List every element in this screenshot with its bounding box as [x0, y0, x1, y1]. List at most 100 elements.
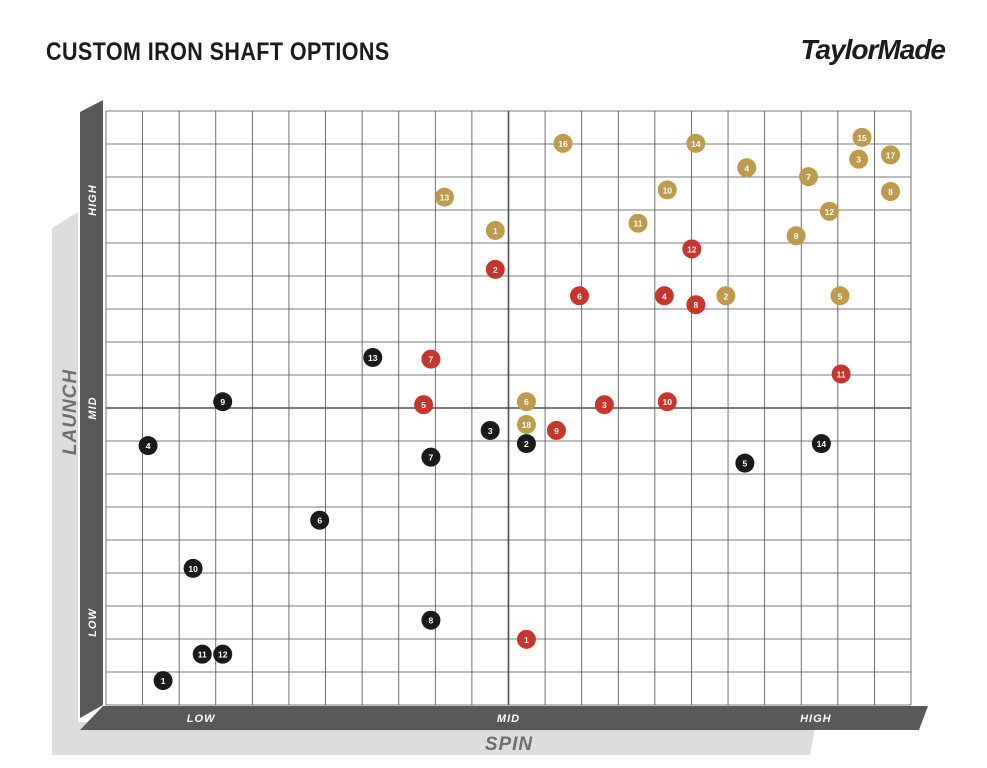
- gold-shaft-marker-5: 5: [830, 286, 850, 306]
- marker-label: 7: [806, 172, 811, 182]
- marker-label: 11: [837, 370, 846, 380]
- x-axis-bar: [80, 706, 928, 730]
- gold-shaft-marker-13: 13: [434, 187, 454, 207]
- gold-shaft-marker-7: 7: [799, 167, 819, 187]
- marker-label: 16: [558, 139, 568, 149]
- marker-circle: [852, 127, 872, 147]
- red-shaft-marker-2: 2: [485, 259, 505, 279]
- gold-shaft-marker-3: 3: [849, 149, 869, 169]
- gold-shaft-marker-12: 12: [819, 201, 839, 221]
- gold-shaft-marker-8: 8: [881, 182, 901, 202]
- marker-label: 13: [368, 353, 378, 363]
- x-tick-label: LOW: [187, 713, 216, 725]
- marker-label: 11: [198, 650, 207, 660]
- marker-label: 6: [577, 291, 582, 301]
- gold-shaft-marker-15: 15: [852, 127, 872, 147]
- marker-label: 7: [429, 355, 434, 365]
- marker-label: 6: [317, 516, 322, 526]
- marker-circle: [516, 629, 536, 649]
- y-tick-label: MID: [87, 396, 99, 419]
- x-tick-label: HIGH: [800, 713, 832, 725]
- marker-label: 8: [888, 187, 893, 197]
- axis-titles: SPIN LAUNCH: [60, 369, 534, 755]
- marker-label: 3: [602, 400, 607, 410]
- red-shaft-marker-4: 4: [654, 286, 674, 306]
- marker-label: 14: [817, 439, 827, 449]
- marker-circle: [153, 671, 173, 691]
- marker-label: 3: [856, 155, 861, 165]
- black-shaft-marker-13: 13: [363, 348, 383, 368]
- marker-circle: [310, 510, 330, 530]
- marker-circle: [686, 295, 706, 315]
- marker-label: 8: [429, 616, 434, 626]
- gold-shaft-marker-18: 18: [516, 415, 536, 434]
- x-axis-title: SPIN: [485, 734, 534, 755]
- gold-shaft-marker-14: 14: [686, 133, 706, 153]
- marker-circle: [830, 286, 850, 306]
- marker-label: 1: [493, 226, 498, 236]
- marker-circle: [682, 239, 702, 259]
- marker-circle: [421, 447, 441, 467]
- marker-circle: [569, 286, 589, 306]
- marker-label: 10: [663, 185, 673, 195]
- marker-circle: [737, 158, 757, 178]
- black-shaft-marker-7: 7: [421, 447, 441, 467]
- marker-circle: [786, 226, 806, 246]
- marker-label: 17: [886, 150, 896, 160]
- black-shaft-marker-4: 4: [138, 436, 158, 456]
- marker-label: 5: [838, 291, 843, 301]
- red-shaft-marker-6: 6: [569, 286, 589, 306]
- red-shaft-marker-1: 1: [516, 629, 536, 649]
- taylormade-logo: TaylorMade: [800, 34, 946, 65]
- marker-circle: [138, 436, 158, 456]
- gold-shaft-marker-9: 9: [786, 226, 806, 246]
- marker-label: 4: [662, 291, 667, 301]
- y-tick-label: LOW: [87, 608, 99, 637]
- marker-circle: [881, 145, 901, 165]
- marker-label: 11: [634, 219, 643, 229]
- marker-circle: [192, 644, 212, 664]
- marker-label: 1: [524, 635, 529, 645]
- marker-circle: [516, 415, 536, 434]
- marker-circle: [628, 213, 648, 233]
- marker-label: 3: [488, 426, 493, 436]
- marker-label: 2: [493, 265, 498, 275]
- marker-label: 12: [687, 244, 697, 254]
- marker-label: 8: [693, 300, 698, 310]
- marker-circle: [657, 392, 677, 412]
- marker-circle: [546, 420, 566, 440]
- marker-label: 9: [220, 397, 225, 407]
- y-axis-bar: [80, 100, 103, 718]
- marker-circle: [434, 187, 454, 207]
- black-shaft-marker-11: 11: [192, 644, 212, 664]
- black-shaft-marker-3: 3: [480, 420, 500, 440]
- marker-label: 9: [554, 426, 559, 436]
- marker-label: 5: [743, 459, 748, 469]
- black-shaft-marker-14: 14: [811, 434, 831, 454]
- marker-circle: [516, 434, 536, 454]
- marker-circle: [716, 286, 736, 306]
- marker-circle: [414, 395, 434, 415]
- marker-label: 12: [218, 650, 228, 660]
- marker-circle: [485, 259, 505, 279]
- gold-shaft-marker-11: 11: [628, 213, 648, 233]
- marker-label: 2: [723, 291, 728, 301]
- marker-label: 14: [691, 139, 701, 149]
- marker-circle: [594, 395, 614, 415]
- marker-label: 7: [429, 453, 434, 463]
- marker-label: 1: [161, 676, 166, 686]
- marker-circle: [686, 133, 706, 153]
- chart-title: CUSTOM IRON SHAFT OPTIONS: [46, 38, 390, 66]
- axis-tick-labels: LOW MID HIGH LOW MID HIGH: [87, 184, 832, 725]
- black-shaft-marker-9: 9: [213, 392, 233, 412]
- black-shaft-marker-12: 12: [213, 644, 233, 664]
- marker-label: 6: [524, 397, 529, 407]
- gold-shaft-marker-2: 2: [716, 286, 736, 306]
- marker-circle: [811, 434, 831, 454]
- marker-label: 2: [524, 439, 529, 449]
- axis-bars: [80, 100, 928, 730]
- marker-circle: [421, 610, 441, 630]
- black-shaft-marker-8: 8: [421, 610, 441, 630]
